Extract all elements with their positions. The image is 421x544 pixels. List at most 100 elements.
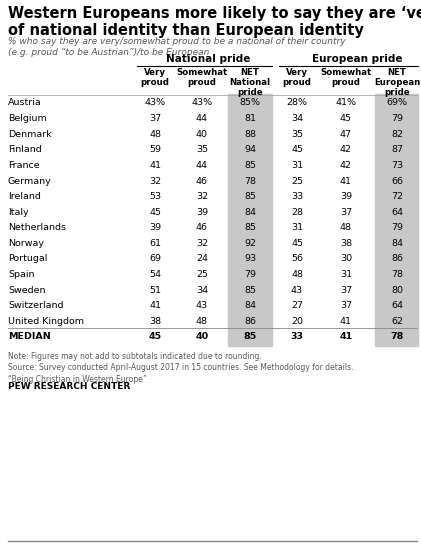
Text: Netherlands: Netherlands [8,223,66,232]
Text: 85: 85 [244,161,256,170]
Text: 35: 35 [196,145,208,154]
Text: 28%: 28% [287,98,307,108]
Text: 34: 34 [291,114,303,123]
Text: Note: Figures may not add to subtotals indicated due to rounding.
Source: Survey: Note: Figures may not add to subtotals i… [8,351,354,384]
Text: Norway: Norway [8,239,44,248]
Text: 51: 51 [149,286,161,295]
Bar [228,95,272,345]
Text: 39: 39 [196,208,208,217]
Text: France: France [8,161,40,170]
Text: 61: 61 [149,239,161,248]
Text: 64: 64 [391,208,403,217]
Text: 37: 37 [340,208,352,217]
Text: 39: 39 [149,223,161,232]
Text: 48: 48 [291,270,303,279]
Text: 44: 44 [196,161,208,170]
Text: 82: 82 [391,129,403,139]
Text: 32: 32 [149,176,161,186]
Text: 45: 45 [149,332,162,342]
Text: 85%: 85% [240,98,261,108]
Text: Belgium: Belgium [8,114,47,123]
Text: 20: 20 [291,317,303,326]
Text: Very
proud: Very proud [141,68,169,87]
Text: 45: 45 [291,239,303,248]
Text: 37: 37 [340,301,352,310]
Text: 43%: 43% [192,98,213,108]
Text: 39: 39 [340,192,352,201]
Text: Somewhat
proud: Somewhat proud [176,68,228,87]
Text: 86: 86 [244,317,256,326]
Text: 43: 43 [291,286,303,295]
Text: 66: 66 [391,176,403,186]
Text: 87: 87 [391,145,403,154]
Text: Germany: Germany [8,176,52,186]
Text: 72: 72 [391,192,403,201]
Text: 78: 78 [390,332,404,342]
Text: 69: 69 [149,255,161,263]
Text: 88: 88 [244,129,256,139]
Text: 79: 79 [391,114,403,123]
Text: 41: 41 [340,317,352,326]
Text: United Kingdom: United Kingdom [8,317,84,326]
Text: 56: 56 [291,255,303,263]
Text: PEW RESEARCH CENTER: PEW RESEARCH CENTER [8,381,130,391]
Text: 94: 94 [244,145,256,154]
Text: 84: 84 [244,301,256,310]
Text: European pride: European pride [312,54,403,64]
Text: 41: 41 [149,161,161,170]
Text: 48: 48 [149,129,161,139]
Text: Denmark: Denmark [8,129,52,139]
Text: Spain: Spain [8,270,35,279]
Text: 41: 41 [149,301,161,310]
Text: 43: 43 [196,301,208,310]
Text: 33: 33 [291,192,303,201]
Text: 45: 45 [340,114,352,123]
Text: 24: 24 [196,255,208,263]
Text: 46: 46 [196,223,208,232]
Text: 85: 85 [244,286,256,295]
Text: 31: 31 [291,161,303,170]
Text: 92: 92 [244,239,256,248]
Text: 47: 47 [340,129,352,139]
Text: % who say they are very/somewhat proud to be a national of their country
(e.g. p: % who say they are very/somewhat proud t… [8,37,346,57]
Text: 28: 28 [291,208,303,217]
Text: 42: 42 [340,161,352,170]
Text: 45: 45 [291,145,303,154]
Text: Somewhat
proud: Somewhat proud [320,68,372,87]
Text: 78: 78 [391,270,403,279]
Text: 37: 37 [340,286,352,295]
Text: 85: 85 [244,223,256,232]
Text: 31: 31 [291,223,303,232]
Text: 62: 62 [391,317,403,326]
Text: 41: 41 [339,332,353,342]
Text: Very
proud: Very proud [282,68,312,87]
Text: 38: 38 [149,317,161,326]
Text: 86: 86 [391,255,403,263]
Text: 35: 35 [291,129,303,139]
Text: 78: 78 [244,176,256,186]
Text: Sweden: Sweden [8,286,45,295]
Text: 54: 54 [149,270,161,279]
Text: 45: 45 [149,208,161,217]
Text: 84: 84 [391,239,403,248]
Text: 41%: 41% [336,98,357,108]
Text: 25: 25 [291,176,303,186]
Text: 27: 27 [291,301,303,310]
Text: 59: 59 [149,145,161,154]
Text: 79: 79 [391,223,403,232]
Text: 93: 93 [244,255,256,263]
Text: 30: 30 [340,255,352,263]
Text: Italy: Italy [8,208,29,217]
Text: 46: 46 [196,176,208,186]
Text: 84: 84 [244,208,256,217]
Text: Switzerland: Switzerland [8,301,64,310]
Text: NET
European
pride: NET European pride [374,68,420,97]
Text: 44: 44 [196,114,208,123]
Text: 69%: 69% [386,98,408,108]
Text: 42: 42 [340,145,352,154]
Text: 32: 32 [196,192,208,201]
Text: 34: 34 [196,286,208,295]
Text: 38: 38 [340,239,352,248]
Text: MEDIAN: MEDIAN [8,332,51,342]
Text: 48: 48 [340,223,352,232]
